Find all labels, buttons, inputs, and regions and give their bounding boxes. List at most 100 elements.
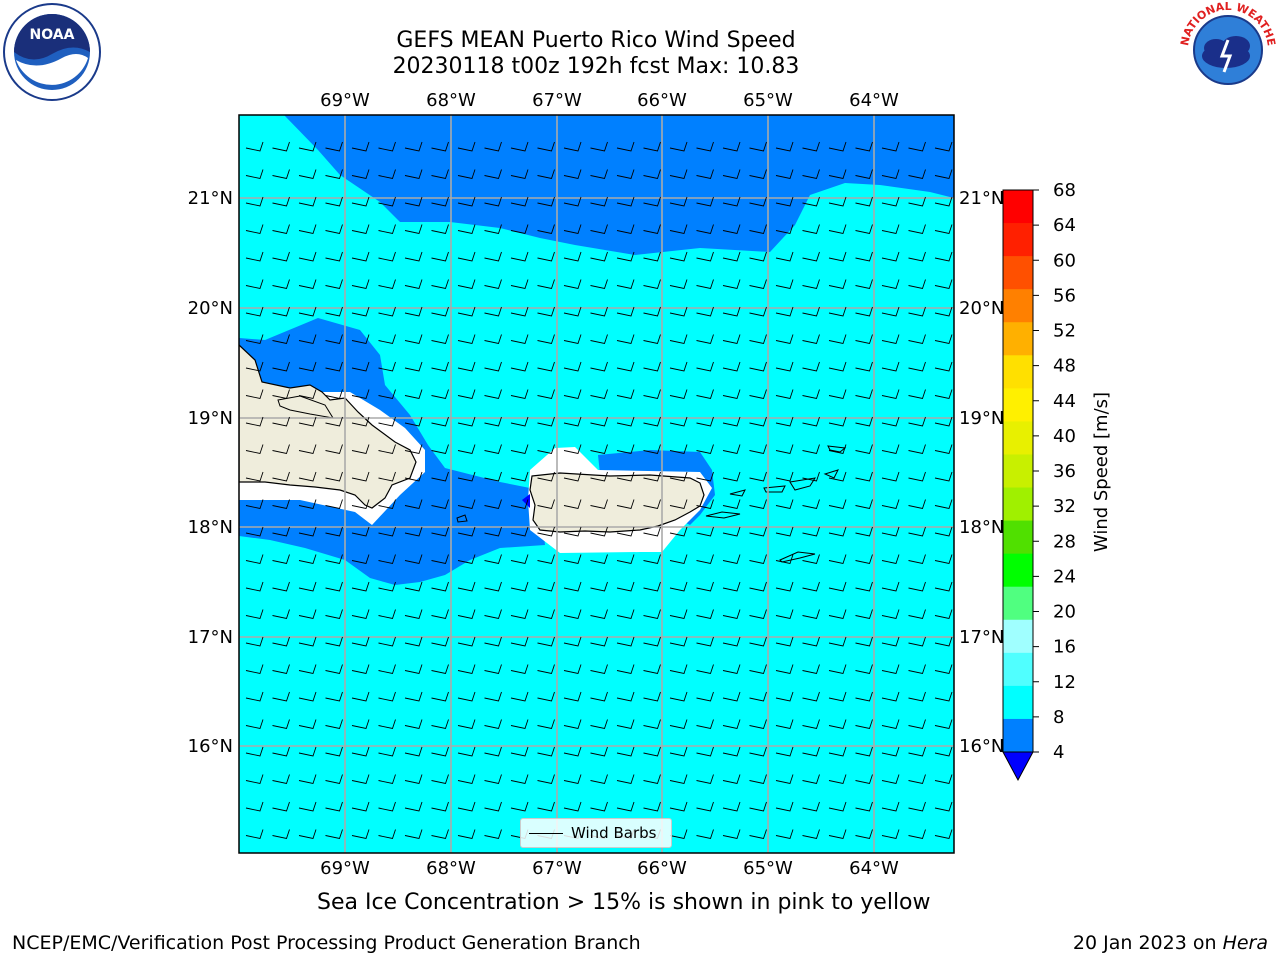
wind-barb <box>563 609 582 620</box>
wind-barb <box>457 361 476 372</box>
wind-barb <box>802 444 820 455</box>
wind-barb <box>431 664 449 675</box>
wind-barb <box>775 636 794 647</box>
wind-barb <box>510 361 529 372</box>
wind-barb <box>272 444 290 455</box>
wind-barb <box>457 169 476 180</box>
wind-barb <box>616 361 635 372</box>
lon-label-top: 65°W <box>743 90 793 111</box>
wind-barb <box>378 471 396 482</box>
legend-label: Wind Barbs <box>571 824 657 842</box>
wind-barb <box>484 774 502 785</box>
wind-barb <box>802 691 820 702</box>
wind-barb <box>510 609 529 620</box>
wind-barb <box>908 141 926 152</box>
wind-barb <box>537 499 555 510</box>
wind-barb <box>696 169 714 180</box>
wind-barb <box>484 361 502 372</box>
wind-barb <box>245 691 264 702</box>
wind-barb <box>908 746 926 757</box>
wind-barb <box>510 774 529 785</box>
wind-barb <box>722 719 741 730</box>
wind-barb <box>828 636 847 647</box>
wind-barb <box>616 746 635 757</box>
chart-title: GEFS MEAN Puerto Rico Wind Speed <box>396 28 796 53</box>
wind-barb <box>298 664 317 675</box>
wind-barb <box>934 719 953 730</box>
wind-barb <box>351 554 370 565</box>
wind-barb <box>484 224 502 235</box>
wind-barb <box>855 306 873 317</box>
wind-barb <box>908 609 926 620</box>
wind-barb <box>245 224 264 235</box>
wind-barb <box>669 499 688 510</box>
wind-barb <box>669 719 688 730</box>
wind-barb <box>775 444 794 455</box>
wind-barb <box>245 746 264 757</box>
wind-barb <box>643 196 661 207</box>
wind-barb <box>934 224 953 235</box>
wind-barb <box>245 471 264 482</box>
wind-barb <box>457 499 476 510</box>
wind-barb <box>325 169 343 180</box>
wind-barb <box>404 609 423 620</box>
wind-barb <box>775 196 794 207</box>
wind-barb <box>457 609 476 620</box>
wind-barb <box>404 444 423 455</box>
wind-barb <box>510 279 529 290</box>
wind-barb <box>404 581 423 592</box>
wind-barb <box>484 416 502 427</box>
wind-barb <box>722 361 741 372</box>
wind-barb <box>590 554 608 565</box>
wind-barb <box>934 691 953 702</box>
noaa-logo-icon: NOAA <box>3 3 101 101</box>
wind-barb <box>802 774 820 785</box>
wind-barb <box>484 499 502 510</box>
wind-barb <box>643 691 661 702</box>
wind-barb <box>908 664 926 675</box>
wind-barb <box>325 141 343 152</box>
wind-barb <box>855 829 873 840</box>
colorbar-tick-label: 24 <box>1053 566 1076 587</box>
wind-barb <box>325 499 343 510</box>
wind-barb <box>484 636 502 647</box>
wind-barb <box>272 416 290 427</box>
wind-barb <box>272 746 290 757</box>
wind-barb <box>378 196 396 207</box>
wind-barb <box>325 279 343 290</box>
wind-barb <box>431 196 449 207</box>
wind-barb <box>934 581 953 592</box>
wind-barb <box>484 829 502 840</box>
wind-barb <box>431 169 449 180</box>
wind-barb <box>404 224 423 235</box>
wind-barb <box>934 141 953 152</box>
wind-barb <box>537 196 555 207</box>
wind-barb <box>669 746 688 757</box>
wind-barb <box>351 444 370 455</box>
wind-barb <box>802 279 820 290</box>
wind-barb <box>563 664 582 675</box>
wind-barb <box>404 554 423 565</box>
wind-barb <box>881 224 900 235</box>
wind-barb <box>378 746 396 757</box>
wind-barb <box>802 389 820 400</box>
wind-barb <box>245 636 264 647</box>
wind-barb <box>881 746 900 757</box>
wind-barb <box>537 141 555 152</box>
wind-barb <box>775 389 794 400</box>
wind-barb <box>351 664 370 675</box>
wind-barb <box>722 609 741 620</box>
colorbar-tick-label: 48 <box>1053 356 1076 377</box>
wind-barb <box>696 719 714 730</box>
colorbar-segment <box>1003 520 1033 555</box>
wind-barb <box>643 279 661 290</box>
wind-barb <box>457 746 476 757</box>
wind-barb <box>563 691 582 702</box>
colorbar-segment <box>1003 454 1033 489</box>
virgin-islands-a <box>729 489 746 497</box>
wind-barb <box>431 746 449 757</box>
wind-barb <box>934 526 953 537</box>
virgin-islands-b <box>763 485 786 493</box>
wind-barb <box>616 224 635 235</box>
wind-barb <box>696 829 714 840</box>
